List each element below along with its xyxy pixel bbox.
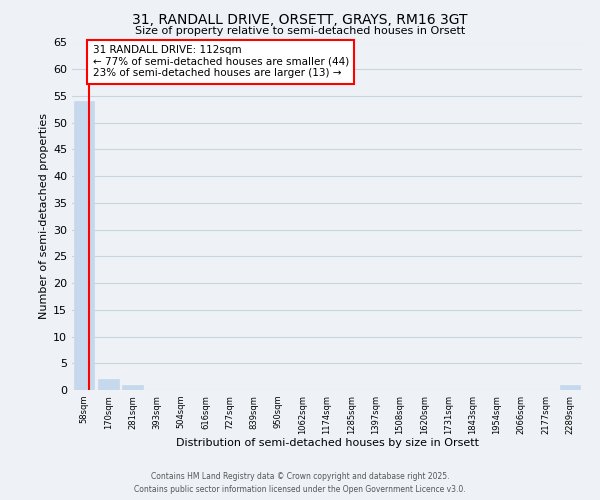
Bar (74, 102, 94, 390)
Bar (122, 384, 143, 390)
Text: Size of property relative to semi-detached houses in Orsett: Size of property relative to semi-detach… (135, 26, 465, 36)
Text: 31 RANDALL DRIVE: 112sqm
← 77% of semi-detached houses are smaller (44)
23% of s: 31 RANDALL DRIVE: 112sqm ← 77% of semi-d… (92, 45, 349, 78)
Y-axis label: Number of semi-detached properties: Number of semi-detached properties (39, 114, 49, 320)
Text: Contains HM Land Registry data © Crown copyright and database right 2025.
Contai: Contains HM Land Registry data © Crown c… (134, 472, 466, 494)
Bar (98, 380, 119, 390)
Bar (560, 384, 580, 390)
X-axis label: Distribution of semi-detached houses by size in Orsett: Distribution of semi-detached houses by … (176, 438, 479, 448)
Text: 31, RANDALL DRIVE, ORSETT, GRAYS, RM16 3GT: 31, RANDALL DRIVE, ORSETT, GRAYS, RM16 3… (132, 12, 468, 26)
